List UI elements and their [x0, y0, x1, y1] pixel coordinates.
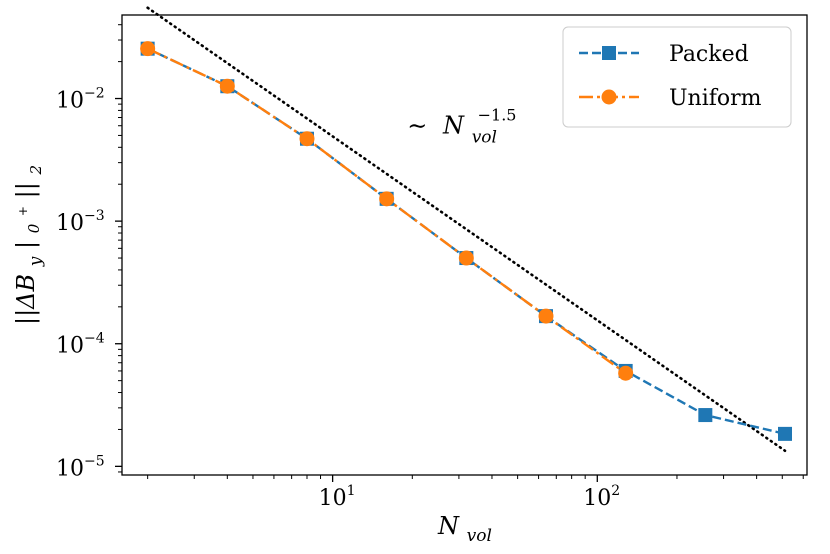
- data-point-uniform: [219, 78, 235, 94]
- plot-frame: [121, 14, 808, 476]
- data-point-packed: [698, 408, 713, 423]
- legend: Packed Uniform: [562, 26, 792, 128]
- y-axis-label-bar: |: [12, 241, 41, 249]
- x-axis-label-subscript: vol: [467, 526, 492, 546]
- legend-item-uniform: Uniform: [579, 86, 762, 111]
- series-line-uniform: [147, 47, 627, 375]
- legend-item-packed: Packed: [579, 42, 749, 67]
- y-axis-label-end: ||: [12, 182, 41, 198]
- annotation-superscript: −1.5: [478, 106, 517, 125]
- data-point-packed: [778, 426, 793, 441]
- x-axis-label: N vol: [437, 512, 492, 546]
- annotation-subscript: vol: [472, 128, 497, 148]
- y-tick-label: 10−2: [56, 86, 105, 114]
- y-axis-label-sub3: 2: [27, 165, 45, 176]
- series-layer: [140, 41, 793, 441]
- data-point-uniform: [458, 250, 474, 266]
- y-axis-label-main: ||ΔB: [12, 274, 41, 325]
- data-point-uniform: [379, 191, 395, 207]
- x-tick-label: 101: [319, 483, 356, 511]
- y-tick-label: 10−4: [56, 331, 105, 359]
- y-axis-label-sub2: 0: [25, 223, 43, 233]
- data-point-uniform: [299, 131, 315, 147]
- slope-annotation: ∼ N vol −1.5: [407, 106, 516, 149]
- y-axis-label: ||ΔB y | 0 + || 2: [5, 165, 47, 325]
- legend-uniform-marker: [601, 89, 617, 105]
- legend-packed-label: Packed: [669, 42, 749, 67]
- data-point-uniform: [618, 365, 634, 381]
- x-tick-label: 102: [583, 483, 620, 511]
- x-axis-label-base: N: [437, 512, 460, 540]
- legend-uniform-label: Uniform: [669, 86, 762, 111]
- ticks-layer: 101 102 10−5 10−4 10−3 10−2: [56, 24, 804, 511]
- y-axis-label-sub: y: [26, 256, 46, 267]
- series-uniform: [140, 41, 634, 381]
- y-tick-label: 10−3: [56, 208, 105, 236]
- annotation-prefix: ∼: [407, 112, 427, 140]
- legend-packed-marker: [602, 46, 616, 60]
- data-point-uniform: [140, 41, 156, 57]
- y-tick-label: 10−5: [56, 453, 105, 481]
- y-axis-label-sup2: +: [16, 206, 30, 216]
- annotation-base: N: [442, 112, 465, 140]
- data-point-uniform: [538, 308, 554, 324]
